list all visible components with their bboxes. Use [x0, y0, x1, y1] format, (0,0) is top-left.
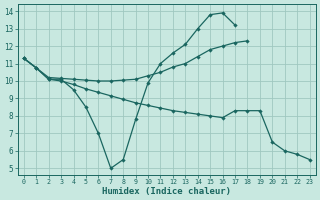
X-axis label: Humidex (Indice chaleur): Humidex (Indice chaleur) — [102, 187, 231, 196]
